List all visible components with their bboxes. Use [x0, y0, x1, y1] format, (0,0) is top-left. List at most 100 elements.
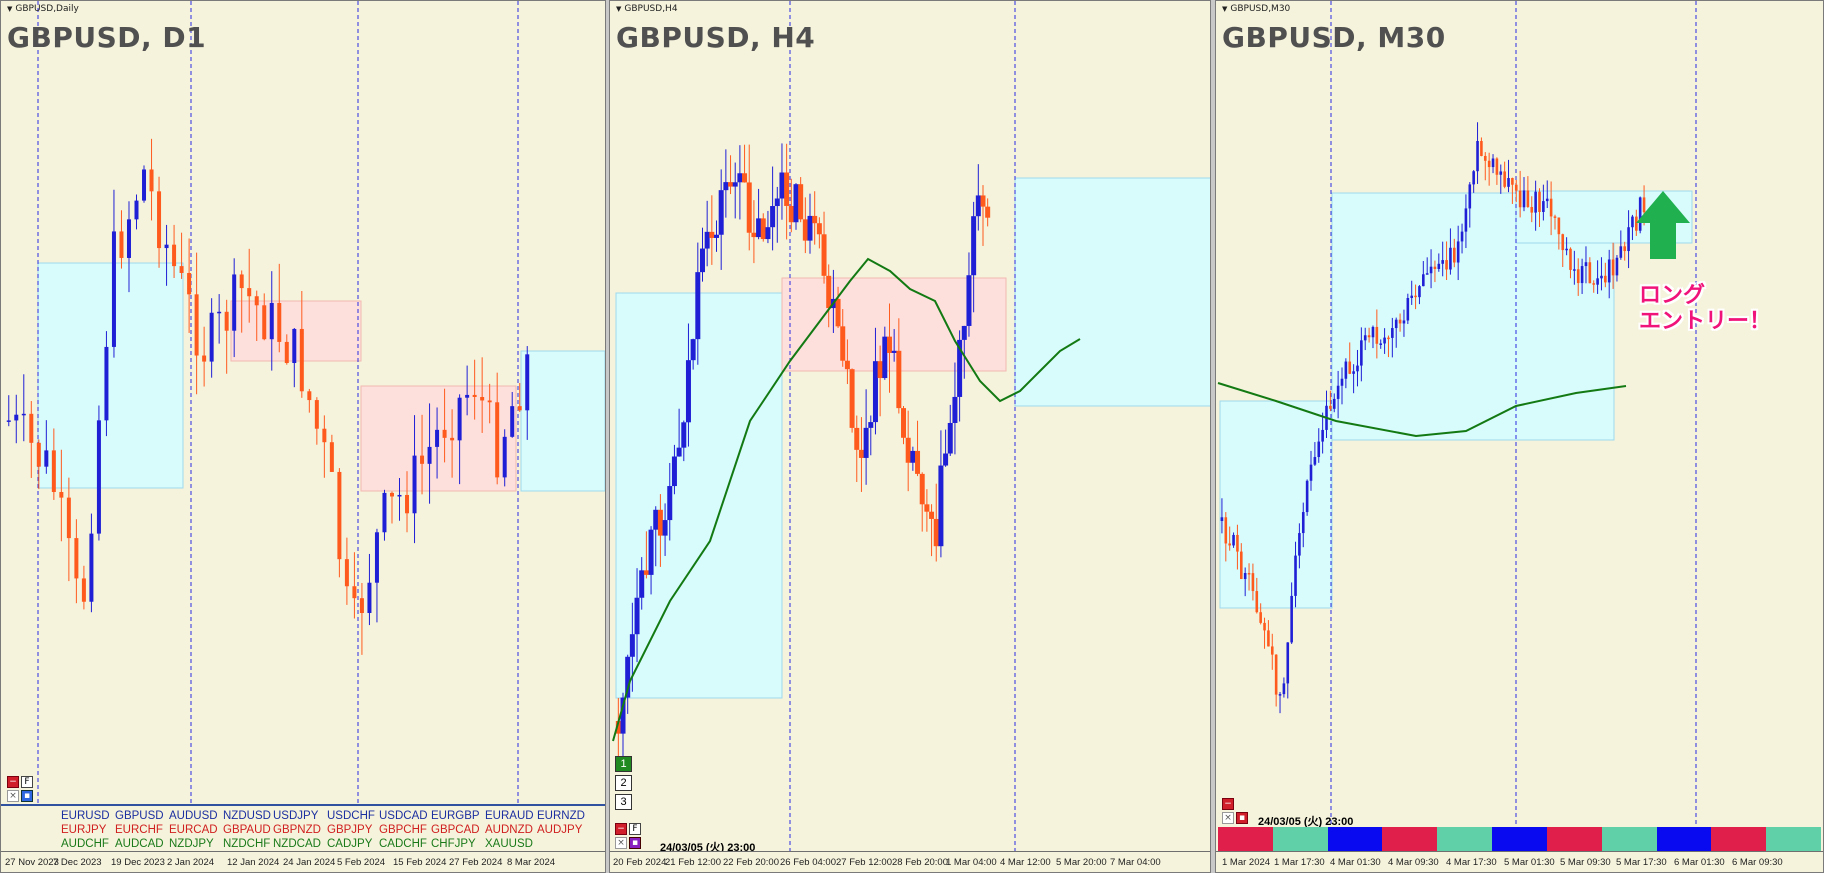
chart-window-m30[interactable]: ▼ GBPUSD,M30 GBPUSD, M30 ロング エントリー！ − × ▪…: [1215, 0, 1824, 873]
currency-pair-eurusd[interactable]: EURUSD: [61, 810, 110, 822]
currency-pair-nzdusd[interactable]: NZDUSD: [223, 810, 271, 822]
candle-body: [284, 341, 289, 364]
candle-body: [1406, 297, 1410, 321]
h4-candlestick-chart[interactable]: [610, 1, 1211, 873]
currency-pair-audjpy[interactable]: AUDJPY: [537, 824, 583, 836]
candle-body: [119, 231, 124, 258]
currency-pair-xauusd[interactable]: XAUUSD: [485, 838, 533, 850]
dropdown-arrow-icon[interactable]: ▼: [616, 5, 622, 13]
x-tick-label: 4 Mar 12:00: [1000, 857, 1051, 868]
dropdown-arrow-icon[interactable]: ▼: [7, 5, 13, 13]
currency-pair-eurchf[interactable]: EURCHF: [115, 824, 163, 836]
candle-body: [1340, 378, 1344, 386]
currency-pair-eurgbp[interactable]: EURGBP: [431, 810, 480, 822]
candle-body: [1487, 160, 1491, 168]
candle-body: [96, 420, 101, 534]
currency-pair-eurnzd[interactable]: EURNZD: [537, 810, 585, 822]
currency-pair-usdjpy[interactable]: USDJPY: [273, 810, 319, 822]
candle-body: [1425, 273, 1429, 275]
currency-pair-eurjpy[interactable]: EURJPY: [61, 824, 107, 836]
window-title: ▼ GBPUSD,M30: [1222, 4, 1290, 14]
close-icon[interactable]: ×: [615, 837, 627, 849]
currency-pair-nzdjpy[interactable]: NZDJPY: [169, 838, 214, 850]
candle-body: [1332, 398, 1336, 409]
chart-window-h4[interactable]: ▼ GBPUSD,H4 GBPUSD, H4 1 2 3 − F × ▪ 24/0…: [609, 0, 1211, 873]
daily-candlestick-chart[interactable]: [1, 1, 606, 873]
candle-body: [882, 336, 888, 379]
candle-body: [1321, 429, 1324, 442]
chart-window-daily[interactable]: ▼ GBPUSD,Daily GBPUSD, D1 − F × ▪ EURUSD G…: [0, 0, 606, 873]
square-icon[interactable]: ▪: [21, 790, 33, 802]
currency-pair-nzdchf[interactable]: NZDCHF: [223, 838, 271, 850]
candle-body: [784, 172, 790, 206]
window-title: ▼ GBPUSD,H4: [616, 4, 678, 14]
square-icon[interactable]: ▪: [1236, 812, 1248, 824]
candle-body: [1507, 178, 1510, 187]
currency-pair-usdcad[interactable]: USDCAD: [379, 810, 428, 822]
candle-body: [1472, 171, 1475, 185]
currency-pair-eurcad[interactable]: EURCAD: [169, 824, 218, 836]
candle-body: [1483, 155, 1487, 161]
candle-body: [1468, 184, 1472, 209]
candle-body: [1615, 257, 1619, 276]
candle-body: [314, 400, 319, 429]
candle-body: [202, 355, 207, 362]
minimize-button[interactable]: −: [1222, 798, 1234, 810]
candle-body: [1460, 231, 1464, 242]
currency-pair-cadjpy[interactable]: CADJPY: [327, 838, 373, 850]
candle-body: [1240, 551, 1243, 580]
candle-body: [980, 195, 986, 207]
candle-body: [905, 437, 911, 463]
m30-candlestick-chart[interactable]: [1216, 1, 1824, 873]
candle-body: [1437, 263, 1441, 269]
f-button[interactable]: F: [629, 823, 641, 835]
currency-pair-gbpcad[interactable]: GBPCAD: [431, 824, 480, 836]
candle-body: [1270, 646, 1274, 655]
x-tick-label: 26 Feb 04:00: [780, 857, 836, 868]
candle-body: [1565, 248, 1568, 251]
candle-body: [877, 361, 883, 379]
strength-block: [1437, 827, 1493, 851]
time-axis: 1 Mar 2024 1 Mar 17:30 4 Mar 01:30 4 Mar 09…: [1216, 851, 1823, 872]
currency-pair-selector: EURUSD GBPUSD AUDUSD NZDUSD USDJPY USDCHF USDC…: [1, 804, 605, 854]
candle-body: [412, 455, 417, 514]
currency-pair-gbpusd[interactable]: GBPUSD: [115, 810, 164, 822]
symbol-label: GBPUSD, D1: [7, 21, 207, 54]
x-tick-label: 21 Feb 12:00: [665, 857, 721, 868]
currency-pair-gbpchf[interactable]: GBPCHF: [379, 824, 427, 836]
close-icon[interactable]: ×: [7, 790, 19, 802]
strength-block: [1601, 827, 1657, 851]
annotation-line-1: ロング: [1639, 283, 1706, 308]
currency-pair-euraud[interactable]: EURAUD: [485, 810, 534, 822]
dropdown-arrow-icon[interactable]: ▼: [1222, 5, 1228, 13]
minimize-button[interactable]: −: [615, 823, 627, 835]
timeframe-button-2[interactable]: 2: [615, 775, 632, 791]
candle-body: [374, 532, 379, 583]
currency-pair-gbpaud[interactable]: GBPAUD: [223, 824, 271, 836]
candle-body: [685, 360, 691, 423]
square-icon[interactable]: ▪: [629, 837, 641, 849]
candle-body: [938, 465, 944, 547]
currency-pair-usdchf[interactable]: USDCHF: [327, 810, 375, 822]
close-icon[interactable]: ×: [1222, 812, 1234, 824]
f-button[interactable]: F: [21, 776, 33, 788]
time-stamp: 24/03/05 (火) 23:00: [1258, 816, 1354, 828]
currency-pair-audusd[interactable]: AUDUSD: [169, 810, 218, 822]
candle-body: [1530, 206, 1534, 213]
candle-body: [1360, 340, 1363, 366]
currency-pair-cadchf[interactable]: CADCHF: [379, 838, 427, 850]
currency-pair-audnzd[interactable]: AUDNZD: [485, 824, 533, 836]
minimize-button[interactable]: −: [7, 776, 19, 788]
currency-pair-audchf[interactable]: AUDCHF: [61, 838, 109, 850]
currency-pair-gbpnzd[interactable]: GBPNZD: [273, 824, 321, 836]
candle-body: [1561, 234, 1565, 251]
candle-body: [1352, 371, 1355, 374]
candle-body: [620, 697, 626, 734]
currency-pair-audcad[interactable]: AUDCAD: [115, 838, 164, 850]
currency-pair-chfjpy[interactable]: CHFJPY: [431, 838, 476, 850]
candle-body: [344, 559, 349, 587]
timeframe-button-3[interactable]: 3: [615, 794, 632, 810]
timeframe-button-1[interactable]: 1: [615, 756, 632, 772]
currency-pair-gbpjpy[interactable]: GBPJPY: [327, 824, 373, 836]
currency-pair-nzdcad[interactable]: NZDCAD: [273, 838, 321, 850]
